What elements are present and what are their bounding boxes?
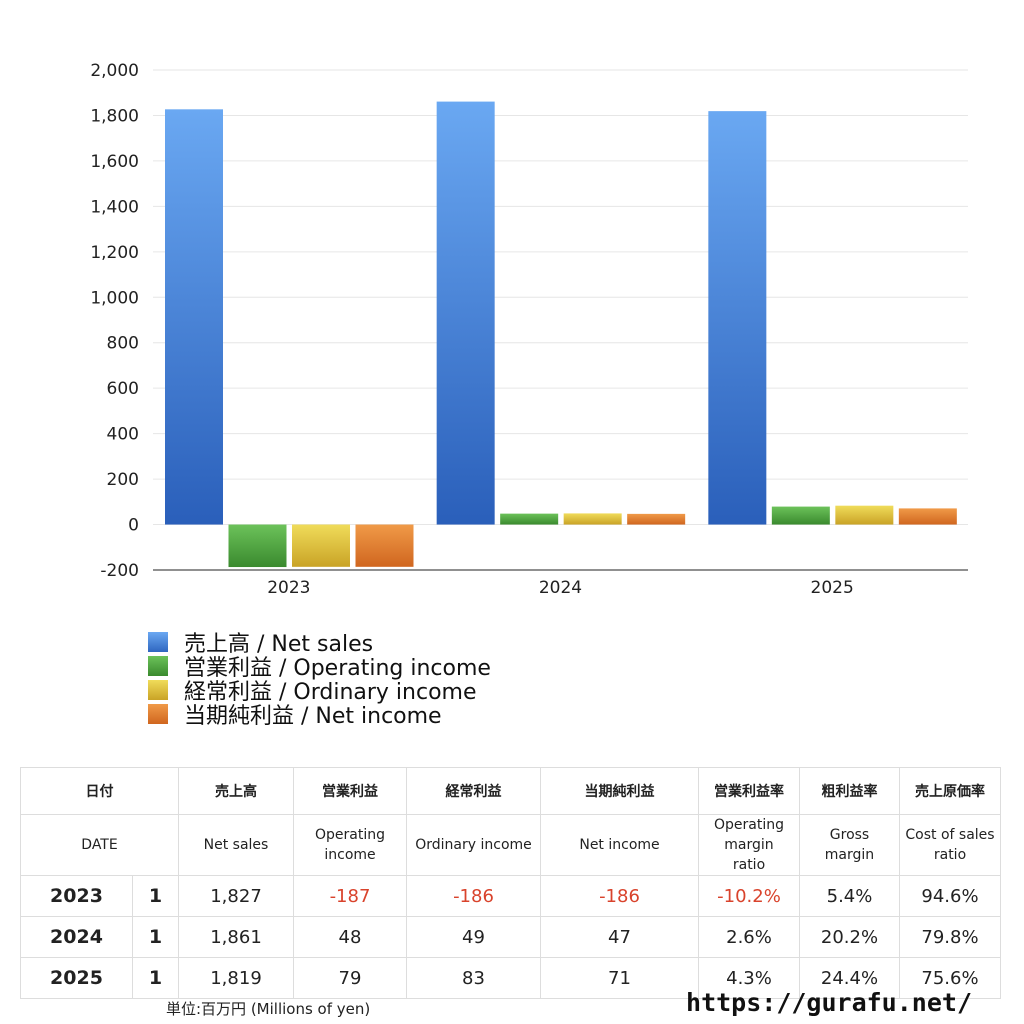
legend-item-net-income: 当期純利益 / Net income — [148, 702, 491, 729]
row-operating-income: -187 — [293, 875, 407, 917]
y-tick-label: 800 — [107, 334, 139, 354]
legend-item-operating-income: 営業利益 / Operating income — [148, 654, 491, 681]
row-operating-income: 79 — [293, 957, 407, 999]
chart-legend: 売上高 / Net sales 営業利益 / Operating income … — [148, 630, 491, 729]
row-op-margin: 4.3% — [698, 957, 800, 999]
row-net-income: -186 — [540, 875, 699, 917]
header-net-income-en: Net income — [540, 814, 699, 876]
header-ordinary-income-ja: 経常利益 — [406, 767, 541, 815]
row-net-sales: 1,819 — [178, 957, 294, 999]
y-tick-label: 600 — [107, 379, 139, 399]
legend-item-net-sales: 売上高 / Net sales — [148, 630, 491, 657]
y-tick-label: 400 — [107, 425, 139, 445]
row-gross-margin: 5.4% — [799, 875, 900, 917]
table-row: 2025 1 1,819 79 83 71 4.3% 24.4% 75.6% — [20, 957, 1001, 999]
header-net-income-ja: 当期純利益 — [540, 767, 699, 815]
legend-swatch-net-sales — [148, 632, 168, 652]
header-date-en: DATE — [20, 814, 179, 876]
header-cost-ratio-ja: 売上原価率 — [899, 767, 1001, 815]
bar-ordinary-income-2024 — [563, 513, 622, 525]
header-cost-ratio-en: Cost of sales ratio — [899, 814, 1001, 876]
row-period: 1 — [132, 875, 179, 917]
row-year: 2024 — [20, 916, 133, 958]
y-tick-label: 2,000 — [90, 61, 139, 81]
row-net-income: 71 — [540, 957, 699, 999]
legend-item-ordinary-income: 経常利益 / Ordinary income — [148, 678, 491, 705]
row-cost-ratio: 94.6% — [899, 875, 1001, 917]
bar-net-income-2024 — [627, 513, 686, 525]
row-net-sales: 1,861 — [178, 916, 294, 958]
bar-operating-income-2025 — [771, 506, 830, 525]
row-cost-ratio: 79.8% — [899, 916, 1001, 958]
row-ordinary-income: -186 — [406, 875, 541, 917]
bar-operating-income-2024 — [500, 513, 559, 525]
row-year: 2023 — [20, 875, 133, 917]
bar-net-sales-2025 — [708, 111, 767, 525]
x-tick-label: 2023 — [267, 578, 310, 598]
x-tick-label: 2024 — [539, 578, 582, 598]
header-date-ja: 日付 — [20, 767, 179, 815]
y-tick-label: 1,600 — [90, 152, 139, 172]
row-cost-ratio: 75.6% — [899, 957, 1001, 999]
header-net-sales-ja: 売上高 — [178, 767, 294, 815]
row-operating-income: 48 — [293, 916, 407, 958]
y-tick-label: 0 — [128, 516, 139, 536]
row-op-margin: -10.2% — [698, 875, 800, 917]
bar-net-sales-2024 — [436, 101, 495, 525]
table-header-ja: 日付 売上高 営業利益 経常利益 当期純利益 営業利益率 粗利益率 売上原価率 — [20, 767, 1001, 815]
header-operating-income-ja: 営業利益 — [293, 767, 407, 815]
bar-net-income-2023 — [355, 524, 414, 567]
y-tick-label: 1,400 — [90, 197, 139, 217]
row-ordinary-income: 83 — [406, 957, 541, 999]
legend-label-net-sales: 売上高 / Net sales — [184, 632, 374, 657]
site-url[interactable]: https://gurafu.net/ — [686, 988, 972, 1017]
table-row: 2023 1 1,827 -187 -186 -186 -10.2% 5.4% … — [20, 875, 1001, 917]
y-tick-label: 200 — [107, 470, 139, 490]
bar-chart: 2,000 1,800 1,600 1,400 1,200 1,000 800 600 400 2… — [90, 61, 968, 598]
row-gross-margin: 24.4% — [799, 957, 900, 999]
y-tick-label: 1,200 — [90, 243, 139, 263]
legend-swatch-operating-income — [148, 656, 168, 676]
unit-note: 単位:百万円 (Millions of yen) — [166, 1000, 371, 1018]
row-net-income: 47 — [540, 916, 699, 958]
header-gross-margin-ja: 粗利益率 — [799, 767, 900, 815]
header-ordinary-income-en: Ordinary income — [406, 814, 541, 876]
bar-operating-income-2023 — [228, 524, 287, 568]
legend-swatch-ordinary-income — [148, 680, 168, 700]
row-op-margin: 2.6% — [698, 916, 800, 958]
row-ordinary-income: 49 — [406, 916, 541, 958]
header-op-margin-en: Operating margin ratio — [698, 814, 800, 876]
bar-ordinary-income-2025 — [835, 505, 894, 525]
row-period: 1 — [132, 916, 179, 958]
bar-net-sales-2023 — [165, 109, 223, 525]
legend-label-operating-income: 営業利益 / Operating income — [184, 656, 491, 681]
financial-table: 日付 売上高 営業利益 経常利益 当期純利益 営業利益率 粗利益率 売上原価率 … — [20, 767, 1001, 999]
legend-label-net-income: 当期純利益 / Net income — [184, 704, 442, 729]
y-tick-label: -200 — [100, 561, 139, 581]
row-net-sales: 1,827 — [178, 875, 294, 917]
x-tick-label: 2025 — [811, 578, 854, 598]
header-net-sales-en: Net sales — [178, 814, 294, 876]
row-period: 1 — [132, 957, 179, 999]
header-op-margin-ja: 営業利益率 — [698, 767, 800, 815]
bar-ordinary-income-2023 — [292, 524, 350, 567]
header-gross-margin-en: Gross margin — [799, 814, 900, 876]
y-tick-label: 1,000 — [90, 288, 139, 308]
table-header-en: DATE Net sales Operating income Ordinary… — [20, 814, 1001, 876]
row-gross-margin: 20.2% — [799, 916, 900, 958]
row-year: 2025 — [20, 957, 133, 999]
legend-swatch-net-income — [148, 704, 168, 724]
header-operating-income-en: Operating income — [293, 814, 407, 876]
legend-label-ordinary-income: 経常利益 / Ordinary income — [184, 680, 477, 705]
bar-net-income-2025 — [898, 508, 957, 525]
y-tick-label: 1,800 — [90, 106, 139, 126]
table-row: 2024 1 1,861 48 49 47 2.6% 20.2% 79.8% — [20, 916, 1001, 958]
